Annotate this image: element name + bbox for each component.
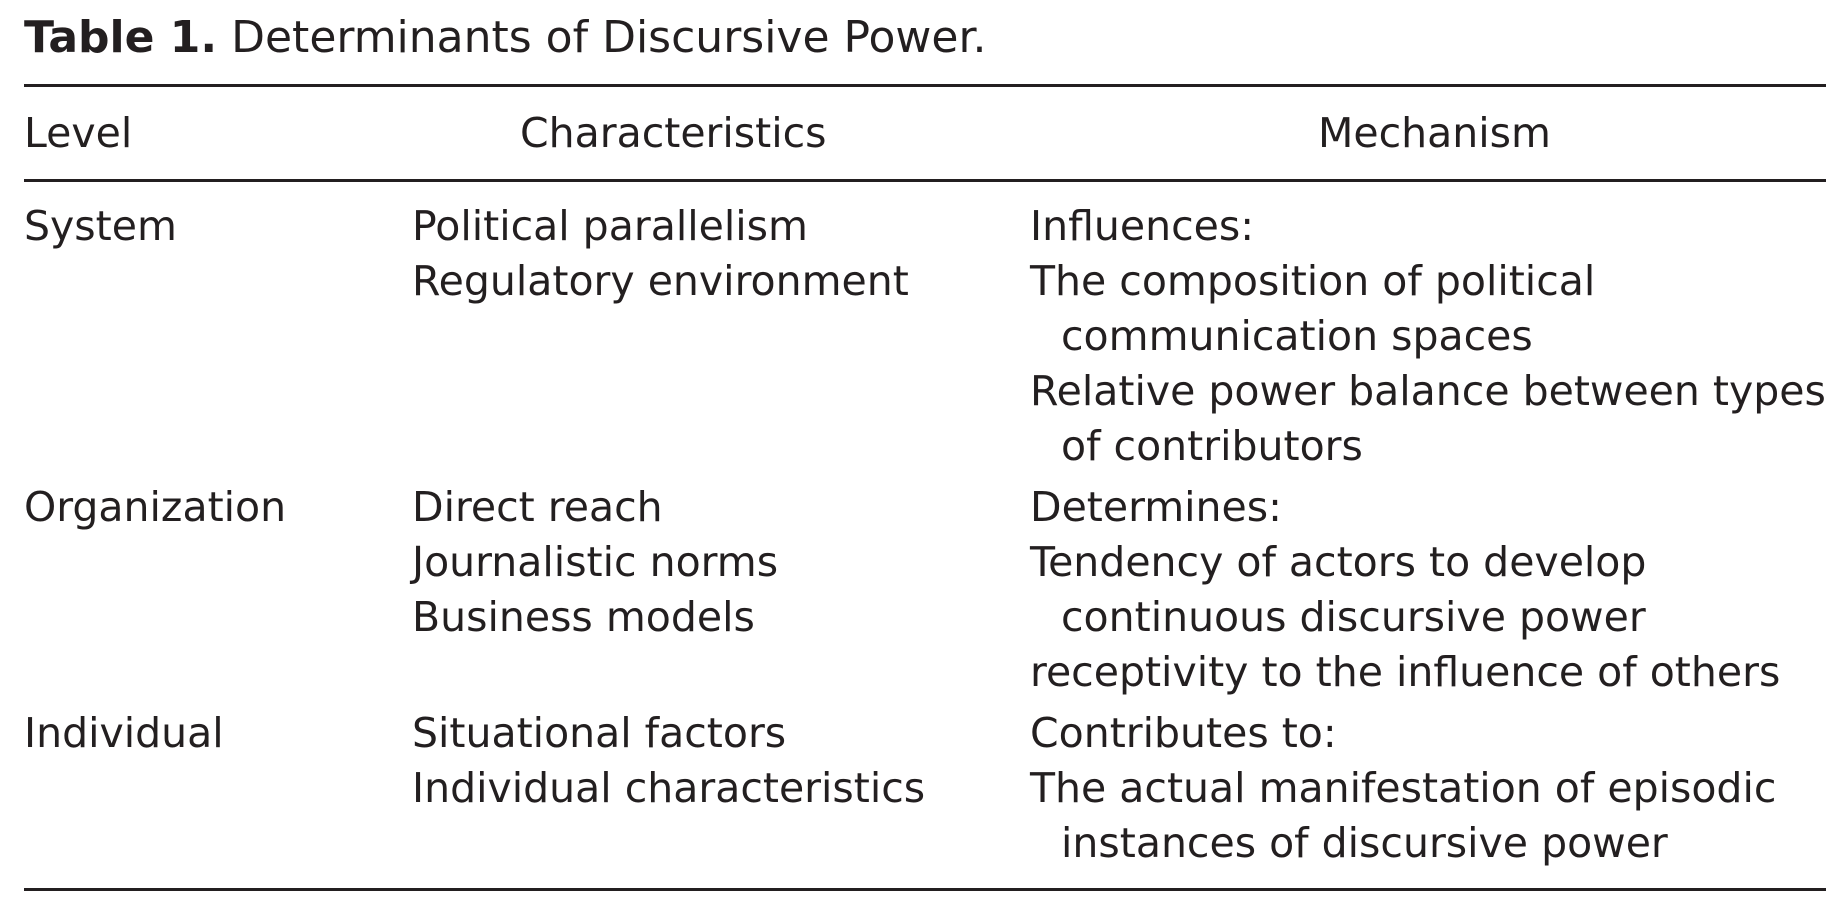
table-title: Determinants of Discursive Power. <box>231 12 987 63</box>
mechanism-intro: Influences: <box>1030 202 1255 250</box>
characteristics-cell: Direct reach Journalistic norms Business… <box>412 480 778 645</box>
characteristic-item: Situational factors <box>412 709 787 757</box>
table-label: Table 1. <box>24 12 218 63</box>
mechanism-cell: Contributes to: The actual manifestation… <box>1030 706 1830 871</box>
characteristic-item: Political parallelism <box>412 202 808 250</box>
top-rule <box>24 84 1826 87</box>
level-cell: Individual <box>24 709 224 757</box>
level-cell: System <box>24 202 177 250</box>
mechanism-item: The composition of political communicati… <box>1030 257 1596 360</box>
characteristic-item: Regulatory environment <box>412 257 909 305</box>
mechanism-item: The actual manifestation of episodic ins… <box>1030 764 1777 867</box>
mechanism-item: receptivity to the influence of others <box>1030 648 1781 696</box>
mechanism-item: Tendency of actors to develop continuous… <box>1030 538 1647 641</box>
characteristic-item: Individual characteristics <box>412 764 926 812</box>
header-rule <box>24 179 1826 182</box>
characteristic-item: Business models <box>412 593 755 641</box>
table-caption: Table 1. Determinants of Discursive Power… <box>24 12 987 64</box>
header-level: Level <box>24 109 133 157</box>
bottom-rule <box>24 888 1826 891</box>
characteristics-cell: Political parallelism Regulatory environ… <box>412 199 909 309</box>
mechanism-intro: Determines: <box>1030 483 1282 531</box>
level-cell: Organization <box>24 483 287 531</box>
header-characteristics: Characteristics <box>520 109 827 157</box>
mechanism-cell: Influences: The composition of political… <box>1030 199 1830 474</box>
mechanism-cell: Determines: Tendency of actors to develo… <box>1030 480 1830 700</box>
header-mechanism: Mechanism <box>1318 109 1551 157</box>
mechanism-item: Relative power balance between types of … <box>1030 367 1826 470</box>
mechanism-intro: Contributes to: <box>1030 709 1337 757</box>
characteristic-item: Journalistic norms <box>412 538 779 586</box>
characteristics-cell: Situational factors Individual character… <box>412 706 925 816</box>
characteristic-item: Direct reach <box>412 483 663 531</box>
